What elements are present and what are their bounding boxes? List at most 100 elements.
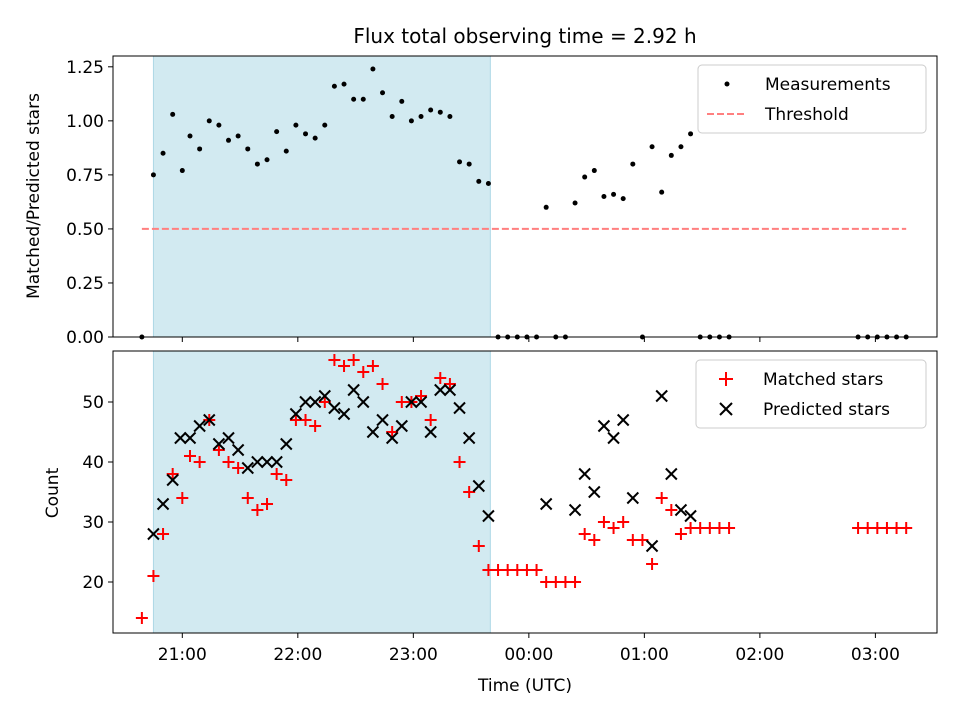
matched-star-point xyxy=(366,360,379,372)
matched-star-point xyxy=(222,456,235,468)
measurement-point xyxy=(331,83,337,89)
matched-star-point xyxy=(261,498,274,510)
measurement-point xyxy=(360,96,366,102)
predicted-marker-b xyxy=(434,383,447,397)
predicted-marker-b xyxy=(357,395,370,409)
predicted-marker-b xyxy=(684,509,697,523)
predicted-marker-b xyxy=(147,527,160,541)
measurement-points xyxy=(139,66,909,340)
matched-star-point xyxy=(424,414,437,426)
predicted-star-point xyxy=(193,419,206,433)
x-tick-label: 23:00 xyxy=(389,645,438,665)
matched-star-point xyxy=(318,396,331,408)
measurement-point xyxy=(370,66,376,72)
predicted-marker-b xyxy=(607,431,620,445)
matched-star-point xyxy=(241,492,254,504)
matched-star-point xyxy=(636,534,649,546)
top-y-axis-label: Matched/Predicted stars xyxy=(24,93,44,299)
measurement-point xyxy=(312,135,318,141)
legend-matched-label: Matched stars xyxy=(763,370,883,390)
measurement-point xyxy=(351,96,357,102)
measurement-point xyxy=(678,144,684,150)
measurement-point xyxy=(418,114,424,120)
predicted-star-point xyxy=(588,485,601,499)
predicted-marker-b xyxy=(462,431,476,445)
y-tick-label: 0.25 xyxy=(66,274,104,294)
predicted-star-point xyxy=(684,509,697,523)
measurement-point xyxy=(303,131,309,137)
predicted-star-point xyxy=(645,539,659,553)
predicted-star-point xyxy=(434,383,447,397)
predicted-star-point xyxy=(203,413,216,427)
predicted-star-point xyxy=(174,431,187,445)
predicted-star-point xyxy=(395,419,408,433)
measurement-point xyxy=(245,146,251,152)
predicted-star-point xyxy=(376,413,389,427)
predicted-star-point xyxy=(299,395,312,409)
predicted-star-point xyxy=(231,443,245,457)
top-legend-box xyxy=(697,64,927,134)
predicted-star-point xyxy=(337,407,351,421)
predicted-marker-b xyxy=(337,407,351,421)
predicted-marker-b xyxy=(156,497,170,511)
measurement-point xyxy=(582,174,588,180)
predicted-star-points xyxy=(147,383,697,553)
x-axis-label: Time (UTC) xyxy=(477,676,572,696)
measurement-point xyxy=(264,157,270,163)
matched-star-point xyxy=(569,576,582,588)
measurement-point xyxy=(160,150,166,156)
y-tick-label: 1.25 xyxy=(66,58,104,78)
measurement-point xyxy=(485,181,491,187)
x-tick-label: 02:00 xyxy=(735,645,784,665)
bottom-y-ticks: 20 30 40 50 xyxy=(82,393,113,593)
predicted-marker-b xyxy=(203,413,216,427)
predicted-marker-b xyxy=(212,437,226,451)
measurement-point xyxy=(380,90,386,96)
predicted-star-point xyxy=(166,473,179,487)
predicted-marker-b xyxy=(231,443,245,457)
predicted-marker-b xyxy=(674,503,688,517)
predicted-marker-b xyxy=(251,455,264,469)
predicted-marker-b xyxy=(405,395,418,409)
predicted-marker-b xyxy=(385,431,399,445)
predicted-marker-b xyxy=(280,437,293,451)
matched-star-points xyxy=(135,354,913,624)
observing-span-shade xyxy=(152,55,491,338)
measurement-point xyxy=(668,152,674,158)
top-panel: 0.00 0.25 0.50 0.75 1.00 1.25 Matched/Predict… xyxy=(24,55,938,348)
predicted-star-point xyxy=(674,503,688,517)
predicted-star-point xyxy=(270,455,283,469)
predicted-star-point xyxy=(424,425,437,439)
matched-star-point xyxy=(166,468,179,480)
predicted-marker-b xyxy=(655,389,668,403)
matched-star-point xyxy=(607,522,620,534)
matched-star-point xyxy=(415,390,428,402)
predicted-star-point xyxy=(665,467,678,481)
matched-star-point xyxy=(270,468,283,480)
predicted-star-point xyxy=(183,431,197,445)
predicted-marker-b xyxy=(366,425,380,439)
predicted-marker-b xyxy=(453,401,466,415)
matched-star-point xyxy=(588,534,601,546)
matched-star-point xyxy=(655,492,668,504)
x-tick-label: 22:00 xyxy=(273,645,322,665)
legend-predicted-marker xyxy=(719,402,733,416)
matched-star-point xyxy=(338,360,351,372)
matched-star-point xyxy=(135,612,148,624)
predicted-star-point xyxy=(308,395,322,409)
legend-measurements-marker xyxy=(724,81,730,87)
x-tick-label: 00:00 xyxy=(504,645,553,665)
measurement-point xyxy=(389,114,395,120)
measurement-point xyxy=(572,200,578,206)
predicted-marker-b xyxy=(395,419,408,433)
y-tick-label: 0.50 xyxy=(66,220,104,240)
predicted-star-point xyxy=(626,491,640,505)
top-legend: Measurements Threshold xyxy=(697,64,927,134)
top-x-ticks xyxy=(181,337,876,342)
predicted-star-point xyxy=(616,413,630,427)
measurement-point xyxy=(187,133,193,139)
predicted-marker-b xyxy=(193,419,206,433)
measurement-point xyxy=(688,131,694,137)
bottom-axes-frame xyxy=(112,350,938,634)
predicted-star-point xyxy=(655,389,668,403)
